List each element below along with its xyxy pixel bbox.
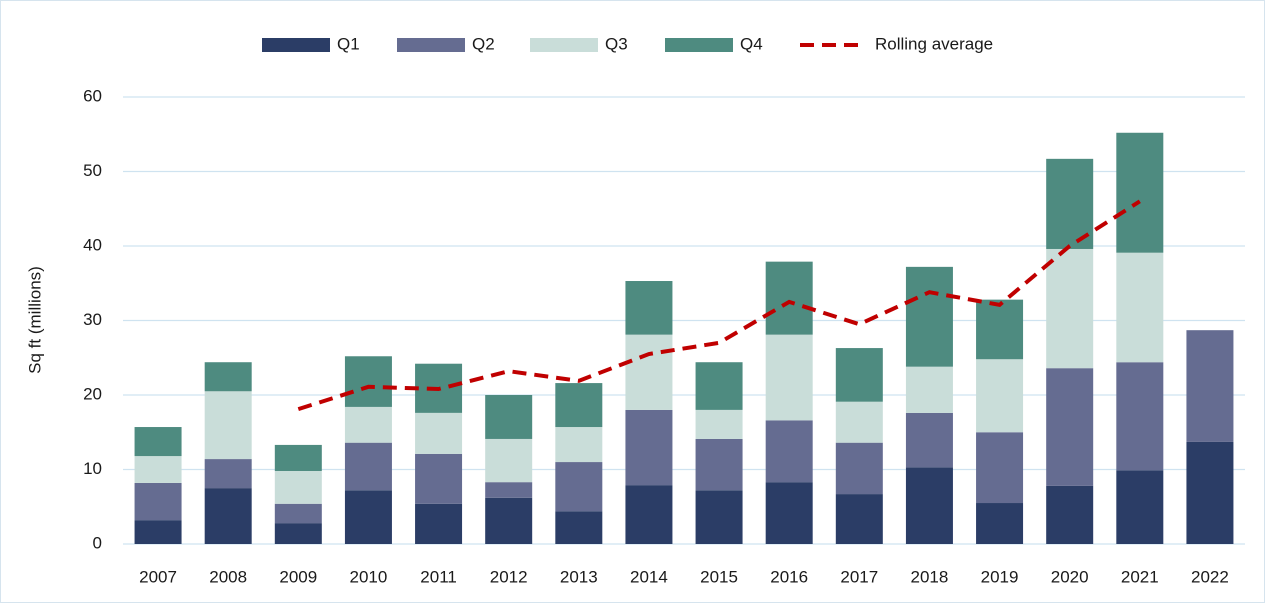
bar-segment — [274, 523, 322, 544]
bar-segment — [905, 266, 953, 367]
bar-segment — [625, 485, 673, 544]
legend-label: Q1 — [337, 34, 360, 53]
legend-swatch — [665, 38, 733, 52]
y-tick-label: 40 — [83, 235, 102, 254]
bar-segment — [204, 459, 252, 489]
bar-segment — [204, 391, 252, 460]
x-tick-label: 2018 — [911, 567, 949, 586]
legend-swatch — [397, 38, 465, 52]
bar-segment — [625, 334, 673, 410]
bar-segment — [976, 432, 1024, 504]
bar-segment — [485, 438, 533, 483]
bar-segment — [765, 261, 813, 335]
legend-label: Q3 — [605, 34, 628, 53]
x-tick-label: 2022 — [1191, 567, 1229, 586]
x-tick-label: 2007 — [139, 567, 177, 586]
bar-segment — [1186, 441, 1234, 544]
bar-segment — [1116, 252, 1164, 363]
bar-segment — [765, 420, 813, 483]
x-tick-label: 2021 — [1121, 567, 1159, 586]
x-tick-label: 2009 — [279, 567, 317, 586]
y-tick-label: 20 — [83, 384, 102, 403]
legend-swatch — [262, 38, 330, 52]
x-tick-label: 2015 — [700, 567, 738, 586]
bar-segment — [485, 497, 533, 544]
bar-segment — [344, 406, 392, 443]
bar-segment — [204, 362, 252, 392]
bar-segment — [415, 503, 463, 544]
bar-segment — [765, 334, 813, 421]
bar-segment — [555, 462, 603, 512]
bar-segment — [625, 409, 673, 486]
bar-segment — [415, 412, 463, 454]
x-tick-label: 2011 — [420, 567, 457, 586]
bar-segment — [1046, 368, 1094, 486]
x-tick-label: 2010 — [350, 567, 388, 586]
bar-segment — [905, 412, 953, 468]
x-tick-label: 2020 — [1051, 567, 1089, 586]
legend-label: Rolling average — [875, 34, 993, 53]
bar-segment — [344, 356, 392, 407]
bar-segment — [835, 401, 883, 443]
bar-segment — [485, 482, 533, 498]
y-tick-label: 60 — [83, 86, 102, 105]
bar-segment — [765, 482, 813, 544]
bar-segment — [695, 362, 743, 410]
y-tick-label: 50 — [83, 161, 102, 180]
bar-segment — [1116, 132, 1164, 253]
legend-label: Q4 — [740, 34, 763, 53]
bar-segment — [976, 503, 1024, 544]
bar-segment — [485, 395, 533, 439]
legend-swatch — [530, 38, 598, 52]
x-tick-label: 2016 — [770, 567, 808, 586]
x-tick-label: 2014 — [630, 567, 668, 586]
y-tick-label: 10 — [83, 459, 102, 478]
bar-segment — [134, 520, 182, 544]
bar-segment — [905, 467, 953, 544]
bar-segment — [695, 490, 743, 544]
bar-segment — [344, 490, 392, 544]
legend-label: Q2 — [472, 34, 495, 53]
bar-segment — [134, 427, 182, 457]
bar-segment — [695, 409, 743, 439]
bar-segment — [835, 494, 883, 544]
x-tick-label: 2019 — [981, 567, 1019, 586]
y-tick-label: 0 — [93, 533, 102, 552]
bar-segment — [976, 299, 1024, 360]
bar-segment — [1116, 470, 1164, 544]
bar-segment — [1046, 485, 1094, 544]
y-axis-label: Sq ft (millions) — [25, 266, 44, 374]
x-tick-label: 2013 — [560, 567, 598, 586]
bar-segment — [835, 348, 883, 402]
bar-segment — [1116, 362, 1164, 471]
bar-segment — [905, 366, 953, 413]
bar-segment — [415, 453, 463, 504]
bar-segment — [344, 442, 392, 491]
y-tick-label: 30 — [83, 310, 102, 329]
x-tick-label: 2008 — [209, 567, 247, 586]
rolling-average-line — [297, 199, 1141, 412]
bar-segment — [555, 511, 603, 544]
bar-segment — [835, 442, 883, 495]
bar-segment — [555, 427, 603, 463]
bar-segment — [555, 383, 603, 428]
bar-segment — [134, 456, 182, 483]
bar-segment — [274, 503, 322, 524]
bar-segment — [695, 438, 743, 491]
bar-segment — [274, 444, 322, 471]
bar-segment — [625, 281, 673, 335]
bar-segment — [134, 482, 182, 521]
bar-segment — [976, 359, 1024, 433]
x-tick-label: 2012 — [490, 567, 528, 586]
bar-segment — [1186, 330, 1234, 442]
bar-segment — [204, 488, 252, 544]
bar-segment — [1046, 248, 1094, 369]
bar-segment — [274, 470, 322, 504]
x-tick-label: 2017 — [840, 567, 878, 586]
